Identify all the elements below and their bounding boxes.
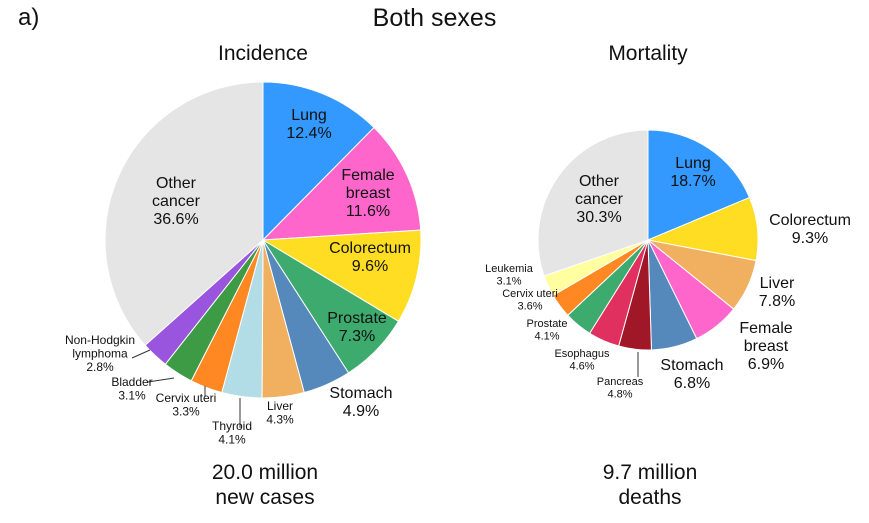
incidence-label-non-hodgkin-lymphoma: Non-Hodgkin lymphoma 2.8% xyxy=(65,333,135,374)
mortality-summary-line-2: deaths xyxy=(618,486,682,509)
incidence-label-thyroid: Thyroid 4.1% xyxy=(212,419,252,446)
mortality-label-stomach: Stomach 6.8% xyxy=(660,357,723,392)
incidence-slice-colorectum xyxy=(261,229,422,322)
incidence-slice-other-cancer xyxy=(104,81,264,346)
incidence-label-colorectum: Colorectum 9.6% xyxy=(329,240,411,275)
mortality-slice-other-cancer xyxy=(537,129,649,277)
mortality-label-lung: Lung 18.7% xyxy=(670,155,715,190)
mortality-label-leukemia: Leukemia 3.1% xyxy=(485,263,534,287)
mortality-summary-line-1: 9.7 million xyxy=(602,461,698,484)
mortality-label-prostate: Prostate 4.1% xyxy=(527,318,568,342)
panel-label: a) xyxy=(18,4,40,31)
mortality-pie: Mortality Lung 18.7% Colorectum 9.3% Liver 7.8… xyxy=(485,42,851,400)
incidence-label-cervix-uteri: Cervix uteri 3.3% xyxy=(156,391,217,418)
incidence-label-other-cancer: Other cancer 36.6% xyxy=(152,175,201,228)
incidence-label-bladder: Bladder 3.1% xyxy=(111,375,152,402)
mortality-label-other-cancer: Other cancer 30.3% xyxy=(575,173,624,226)
incidence-summary-line-2: new cases xyxy=(215,486,315,509)
mortality-label-esophagus: Esophagus 4.6% xyxy=(554,348,610,372)
incidence-slice-lung xyxy=(262,81,375,242)
figure-title: Both sexes xyxy=(372,4,497,32)
incidence-leader-non-hodgkin-lymphoma xyxy=(131,349,151,359)
incidence-pie: Incidence Lung 12.4% Female breast 11.6% Color… xyxy=(65,42,422,446)
incidence-leader-bladder xyxy=(147,377,175,383)
mortality-title: Mortality xyxy=(608,42,688,65)
incidence-label-female-breast: Female breast 11.6% xyxy=(341,167,394,220)
mortality-slice-lung xyxy=(647,129,751,241)
mortality-label-female-breast: Female breast 6.9% xyxy=(739,320,792,373)
incidence-summary: 20.0 million new cases xyxy=(170,460,360,510)
incidence-label-liver: Liver 4.3% xyxy=(266,399,294,426)
mortality-label-pancreas: Pancreas 4.8% xyxy=(597,376,644,400)
incidence-summary-line-1: 20.0 million xyxy=(211,461,319,484)
mortality-label-cervix-uteri: Cervix uteri 3.6% xyxy=(502,288,558,312)
incidence-label-lung: Lung 12.4% xyxy=(286,107,331,142)
incidence-title: Incidence xyxy=(218,42,308,65)
mortality-summary: 9.7 million deaths xyxy=(555,460,745,510)
incidence-label-prostate: Prostate 7.3% xyxy=(327,310,387,345)
incidence-label-stomach: Stomach 4.9% xyxy=(329,385,392,420)
mortality-label-colorectum: Colorectum 9.3% xyxy=(769,212,851,247)
mortality-label-liver: Liver 7.8% xyxy=(759,275,795,310)
incidence-slice-female-breast xyxy=(261,126,422,241)
